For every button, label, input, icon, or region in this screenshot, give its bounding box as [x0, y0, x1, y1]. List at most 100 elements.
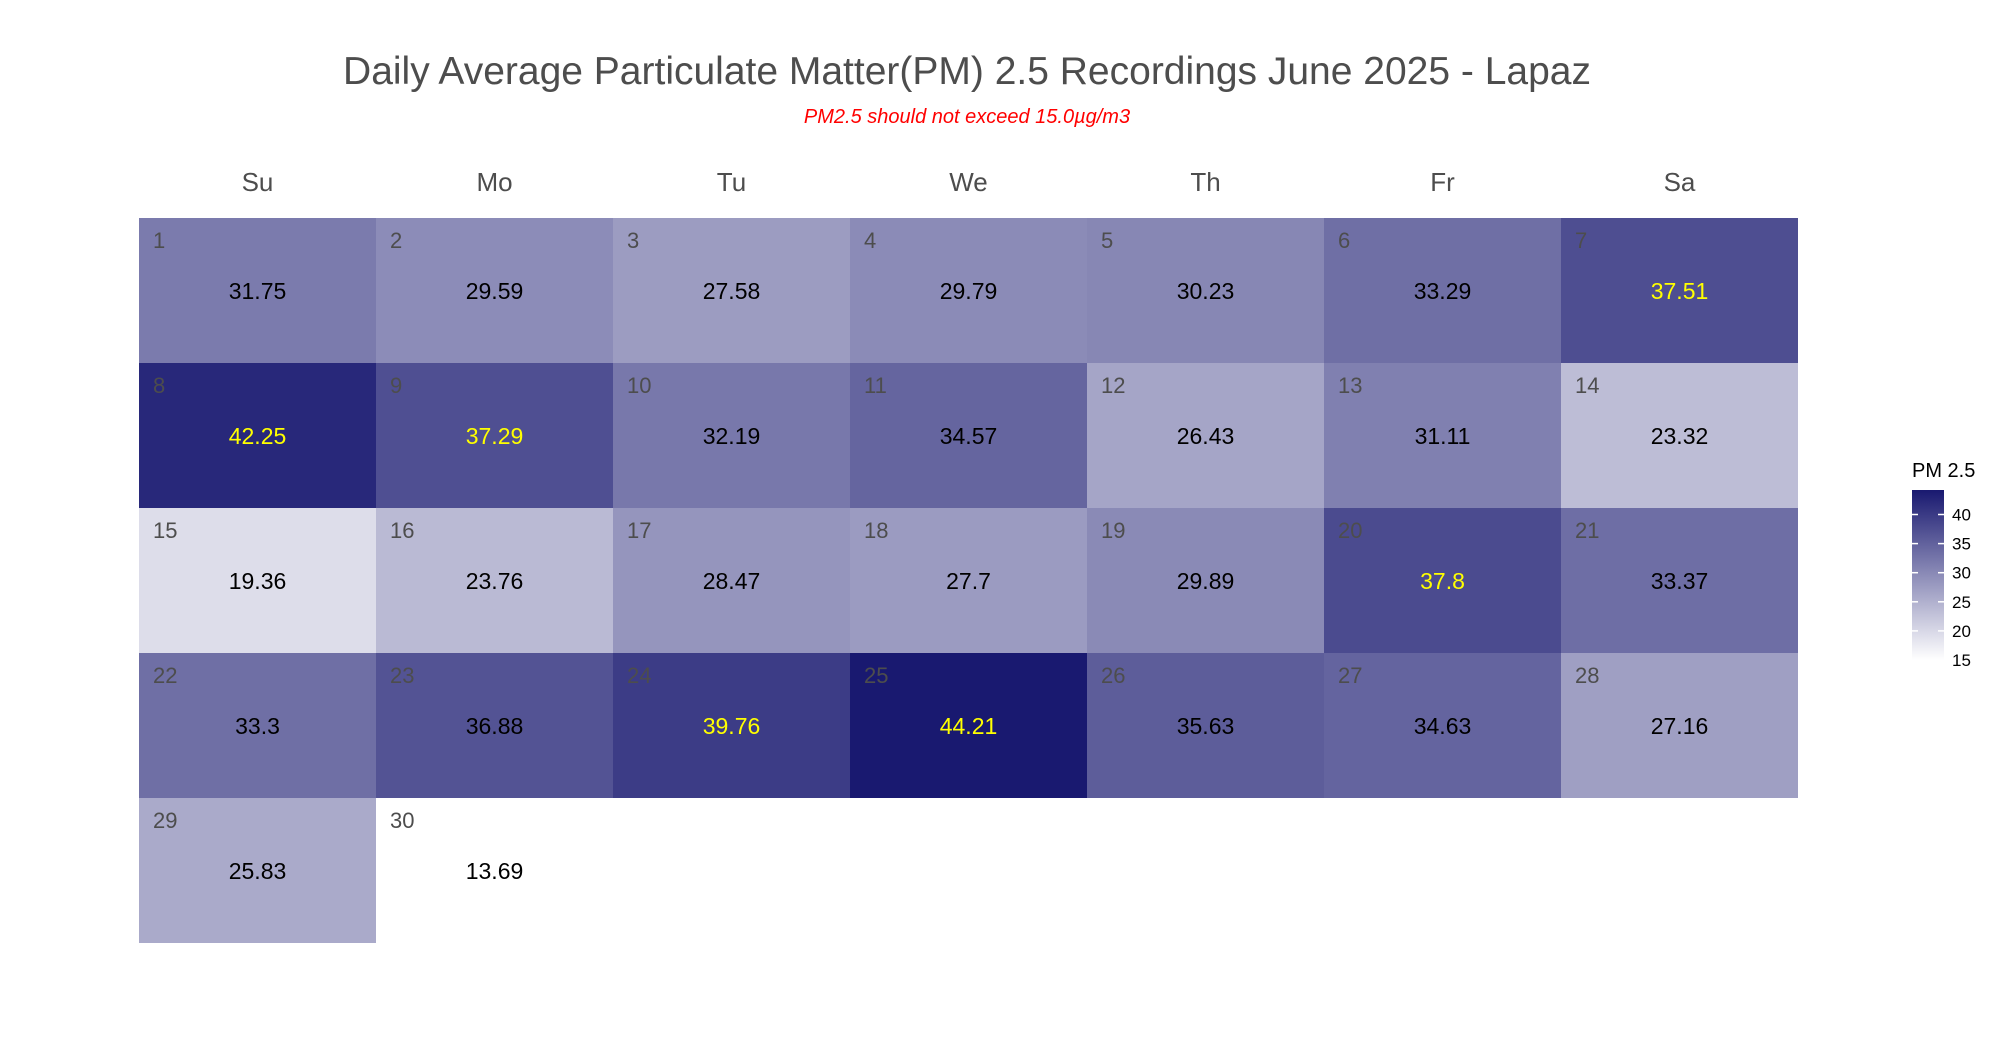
day-value-label: 25.83 — [229, 858, 287, 884]
calendar-day-cell: 530.23 — [1087, 218, 1324, 363]
day-number: 10 — [627, 373, 651, 398]
day-cell-fill — [1087, 653, 1324, 798]
day-number: 19 — [1101, 518, 1125, 543]
calendar-day-cell: 30 13.69 — [376, 798, 613, 943]
day-cell-fill — [1087, 218, 1324, 363]
legend-tick-label: 30 — [1952, 564, 1971, 583]
day-number: 24 — [627, 663, 651, 688]
day-value-label: 35.63 — [1177, 713, 1235, 739]
day-value-label: 29.79 — [940, 278, 998, 304]
calendar-day-cell: 13 31.11 — [1324, 363, 1561, 508]
weekday-header-sa: Sa — [1664, 167, 1696, 197]
day-number: 2 — [390, 228, 402, 253]
day-value-label: 33.3 — [235, 713, 280, 739]
calendar-day-cell: 29 25.83 — [139, 798, 376, 943]
day-cell-fill — [1324, 508, 1561, 653]
day-cell-fill — [139, 218, 376, 363]
calendar-day-cell: 25 44.21 — [850, 653, 1087, 798]
day-number: 14 — [1575, 373, 1599, 398]
day-cell-fill — [850, 508, 1087, 653]
day-cell-fill — [1561, 363, 1798, 508]
calendar-day-cell: 26 35.63 — [1087, 653, 1324, 798]
calendar-day-cell: 14 23.32 — [1561, 363, 1798, 508]
day-value-label: 31.75 — [229, 278, 287, 304]
day-number: 26 — [1101, 663, 1125, 688]
calendar-day-cell: 20 37.8 — [1324, 508, 1561, 653]
day-value-label: 29.89 — [1177, 568, 1235, 594]
calendar-day-cell: 937.29 — [376, 363, 613, 508]
day-cell-fill — [1324, 363, 1561, 508]
legend-tick-label: 25 — [1952, 593, 1971, 612]
calendar-day-cell: 19 29.89 — [1087, 508, 1324, 653]
day-cell-fill — [376, 218, 613, 363]
day-cell-fill — [1561, 218, 1798, 363]
day-cell-fill — [1087, 363, 1324, 508]
weekday-header-fr: Fr — [1430, 167, 1455, 197]
day-cell-fill — [613, 653, 850, 798]
day-value-label: 27.7 — [946, 568, 991, 594]
day-cell-fill — [613, 363, 850, 508]
day-number: 21 — [1575, 518, 1599, 543]
day-value-label: 42.25 — [229, 423, 287, 449]
day-value-label: 37.51 — [1651, 278, 1709, 304]
day-number: 28 — [1575, 663, 1599, 688]
day-cell-fill — [1561, 508, 1798, 653]
day-value-label: 36.88 — [466, 713, 524, 739]
day-value-label: 27.16 — [1651, 713, 1709, 739]
day-value-label: 23.76 — [466, 568, 524, 594]
day-number: 23 — [390, 663, 414, 688]
day-number: 29 — [153, 808, 177, 833]
calendar-day-cell: 737.51 — [1561, 218, 1798, 363]
calendar-day-cell: 842.25 — [139, 363, 376, 508]
day-value-label: 23.32 — [1651, 423, 1709, 449]
weekday-header-su: Su — [242, 167, 274, 197]
day-number: 1 — [153, 228, 165, 253]
day-number: 8 — [153, 373, 165, 398]
day-cell-fill — [376, 798, 613, 943]
legend-color-bar — [1912, 490, 1944, 660]
calendar-day-cell: 23 36.88 — [376, 653, 613, 798]
weekday-header-we: We — [949, 167, 988, 197]
calendar-day-cell: 16 23.76 — [376, 508, 613, 653]
day-value-label: 37.8 — [1420, 568, 1465, 594]
day-value-label: 19.36 — [229, 568, 287, 594]
day-cell-fill — [376, 508, 613, 653]
day-number: 9 — [390, 373, 402, 398]
day-value-label: 39.76 — [703, 713, 761, 739]
day-value-label: 32.19 — [703, 423, 761, 449]
day-value-label: 28.47 — [703, 568, 761, 594]
day-value-label: 26.43 — [1177, 423, 1235, 449]
day-number: 13 — [1338, 373, 1362, 398]
calendar-day-cell: 633.29 — [1324, 218, 1561, 363]
day-cell-fill — [850, 218, 1087, 363]
day-value-label: 33.29 — [1414, 278, 1472, 304]
calendar-day-cell: 429.79 — [850, 218, 1087, 363]
day-value-label: 29.59 — [466, 278, 524, 304]
day-cell-fill — [139, 363, 376, 508]
day-value-label: 31.11 — [1415, 423, 1471, 449]
day-cell-fill — [613, 508, 850, 653]
day-cell-fill — [139, 798, 376, 943]
day-number: 11 — [864, 373, 887, 398]
day-number: 3 — [627, 228, 639, 253]
day-cell-fill — [850, 363, 1087, 508]
weekday-header-th: Th — [1190, 167, 1220, 197]
day-value-label: 33.37 — [1651, 568, 1709, 594]
day-value-label: 34.57 — [940, 423, 998, 449]
calendar-day-cell: 27 34.63 — [1324, 653, 1561, 798]
day-number: 25 — [864, 663, 888, 688]
calendar-day-cell: 12 26.43 — [1087, 363, 1324, 508]
calendar-day-cell: 18 27.7 — [850, 508, 1087, 653]
calendar-day-cell: 15 19.36 — [139, 508, 376, 653]
day-number: 4 — [864, 228, 876, 253]
calendar-day-cell: 22 33.3 — [139, 653, 376, 798]
day-number: 15 — [153, 518, 177, 543]
calendar-day-cell: 24 39.76 — [613, 653, 850, 798]
day-number: 5 — [1101, 228, 1113, 253]
day-cell-fill — [613, 218, 850, 363]
day-value-label: 44.21 — [940, 713, 998, 739]
calendar-day-cell: 11 34.57 — [850, 363, 1087, 508]
day-cell-fill — [1087, 508, 1324, 653]
